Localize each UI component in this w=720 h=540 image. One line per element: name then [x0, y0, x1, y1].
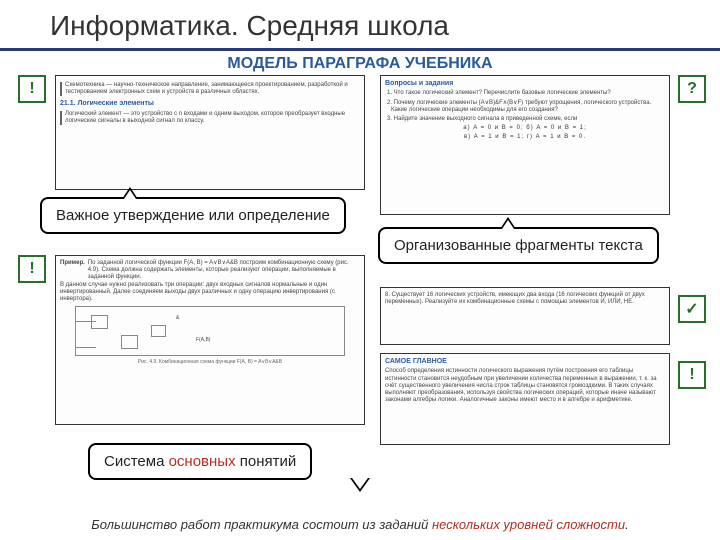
task-text: 8. Существует 16 логических устройств, и…	[385, 292, 665, 306]
circuit-diagram: & F(A,B)	[75, 306, 345, 356]
panel-task: 8. Существует 16 логических устройств, и…	[380, 287, 670, 345]
subtitle: МОДЕЛЬ ПАРАГРАФА УЧЕБНИКА	[0, 55, 720, 73]
question-item: 1. Что такое логический элемент? Перечис…	[385, 90, 665, 97]
example-label: Пример.	[60, 260, 85, 282]
question-sub: в) A = 1 и B = 1; г) A = 1 и B = 0.	[385, 134, 665, 141]
panel-main-points: САМОЕ ГЛАВНОЕ Способ определения истинно…	[380, 353, 670, 445]
header: Информатика. Средняя школа	[0, 0, 720, 51]
panel-questions: Вопросы и задания 1. Что такое логически…	[380, 75, 670, 215]
footer-text: Большинство работ практикума состоит из …	[0, 517, 720, 532]
question-item: 2. Почему логические элементы (A∨B)&F∧(B…	[385, 100, 665, 114]
example-body: По заданной логической функции F(A, B) =…	[88, 260, 360, 282]
check-icon: ✓	[678, 295, 706, 323]
question-sub: а) A = 0 и B = 0; б) A = 0 и B = 1;	[385, 125, 665, 132]
definition-text: Логический элемент — это устройство с n …	[60, 111, 360, 125]
exclaim-icon: !	[18, 75, 46, 103]
question-item: 3. Найдите значение выходного сигнала в …	[385, 116, 665, 123]
panel-example: Пример. По заданной логической функции F…	[55, 255, 365, 425]
callout-definition: Важное утверждение или определение	[40, 197, 346, 234]
content-area: ! ? ! ✓ ! Схемотехника — научно-техничес…	[0, 73, 720, 533]
questions-heading: Вопросы и задания	[385, 80, 665, 88]
question-icon: ?	[678, 75, 706, 103]
exclaim-icon: !	[678, 361, 706, 389]
page-title: Информатика. Средняя школа	[50, 10, 720, 42]
diagram-caption: Рис. 4.9. Комбинационная схема функции F…	[60, 359, 360, 365]
section-number: 21.1. Логические элементы	[60, 100, 360, 108]
callout-organized: Организованные фрагменты текста	[378, 227, 659, 264]
main-text: Способ определения истинности логическог…	[385, 368, 665, 404]
intro-text: Схемотехника — научно-техническое направ…	[60, 82, 360, 96]
callout-system: Система основных понятий	[88, 443, 312, 480]
example-body2: В данном случае нужно реализовать три оп…	[60, 282, 360, 304]
main-heading: САМОЕ ГЛАВНОЕ	[385, 358, 665, 366]
exclaim-icon: !	[18, 255, 46, 283]
panel-definition: Схемотехника — научно-техническое направ…	[55, 75, 365, 190]
